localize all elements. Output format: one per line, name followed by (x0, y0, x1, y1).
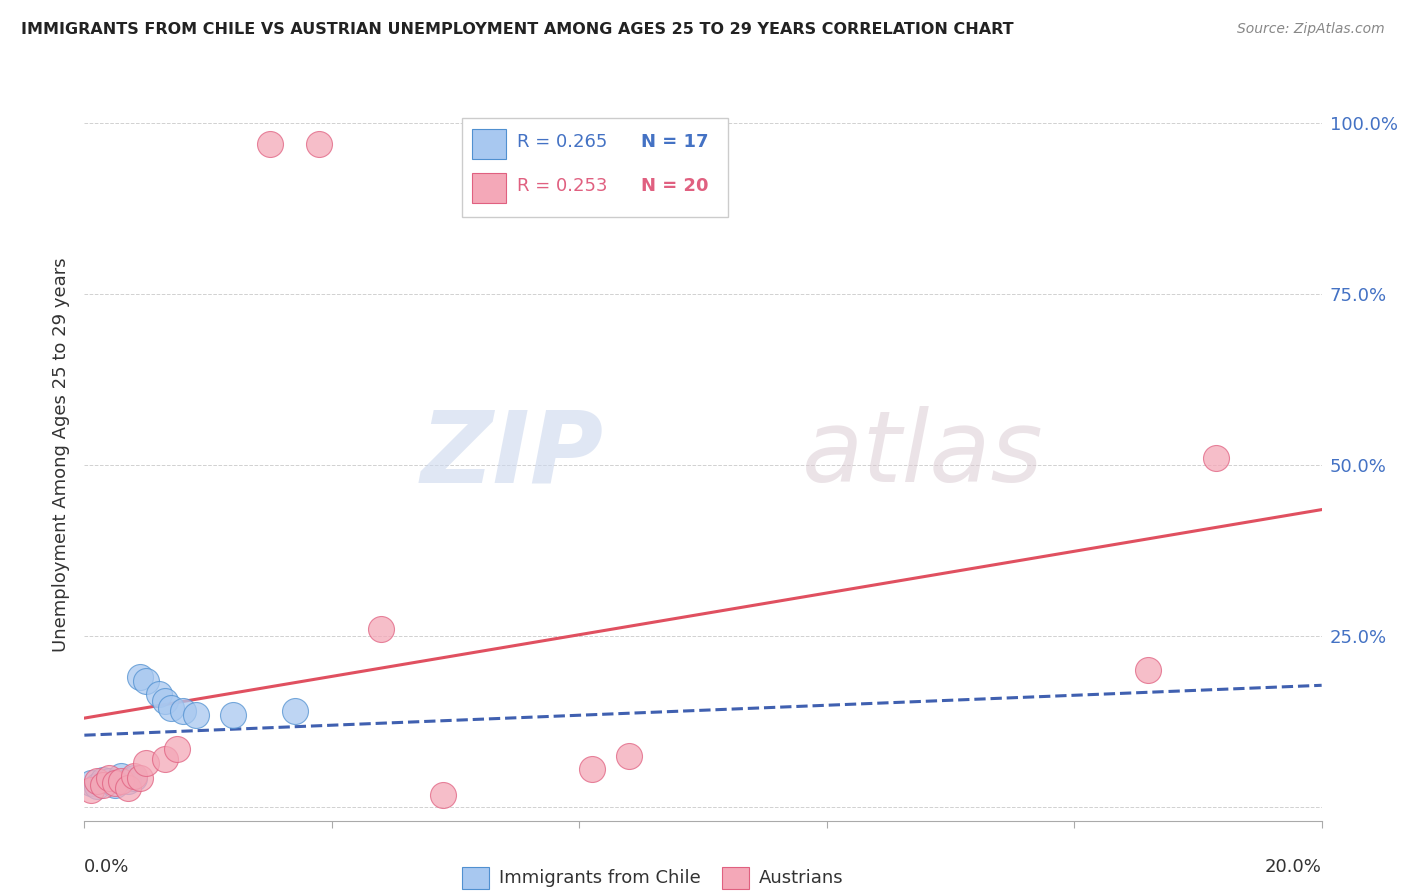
Point (86, 774, 108, 789)
Point (117, 780, 139, 795)
Point (432, 788, 454, 802)
Text: R = 0.253: R = 0.253 (517, 177, 607, 194)
Point (135, 756, 157, 770)
Point (86, 780, 108, 794)
Point (222, 707, 245, 722)
Text: Immigrants from Chile: Immigrants from Chile (499, 869, 700, 887)
Point (581, 763, 603, 777)
FancyBboxPatch shape (721, 867, 749, 888)
Point (91, 778, 114, 792)
Text: Source: ZipAtlas.com: Source: ZipAtlas.com (1237, 22, 1385, 37)
FancyBboxPatch shape (461, 867, 489, 888)
Point (172, 704, 194, 718)
Point (617, 748, 640, 763)
Text: atlas: atlas (801, 407, 1043, 503)
Point (308, 136, 330, 151)
Point (184, 707, 207, 722)
Text: IMMIGRANTS FROM CHILE VS AUSTRIAN UNEMPLOYMENT AMONG AGES 25 TO 29 YEARS CORRELA: IMMIGRANTS FROM CHILE VS AUSTRIAN UNEMPL… (21, 22, 1014, 37)
Text: R = 0.265: R = 0.265 (517, 133, 607, 151)
Point (259, 136, 281, 151)
Point (110, 774, 132, 789)
Text: Austrians: Austrians (759, 869, 844, 887)
Point (148, 687, 170, 701)
Point (284, 704, 307, 718)
Point (98, 774, 121, 789)
Text: 20.0%: 20.0% (1265, 858, 1322, 876)
Text: ZIP: ZIP (420, 407, 605, 503)
Point (1137, 663, 1160, 677)
Point (166, 742, 188, 756)
Point (370, 622, 392, 636)
Point (1205, 451, 1227, 466)
Point (110, 769, 132, 783)
Point (91, 772, 114, 787)
Point (153, 752, 176, 766)
Y-axis label: Unemployment Among Ages 25 to 29 years: Unemployment Among Ages 25 to 29 years (52, 258, 70, 652)
FancyBboxPatch shape (461, 119, 728, 218)
Text: N = 17: N = 17 (641, 133, 709, 151)
Point (104, 776, 127, 790)
Point (79, 776, 101, 790)
Point (98, 771, 121, 785)
Point (79, 783, 101, 797)
Point (129, 670, 152, 684)
Point (104, 778, 127, 792)
Point (129, 771, 152, 785)
FancyBboxPatch shape (471, 129, 506, 159)
Point (153, 694, 176, 708)
Point (160, 701, 183, 715)
Point (122, 769, 145, 783)
Point (135, 673, 157, 688)
Point (122, 771, 145, 785)
Text: 0.0%: 0.0% (84, 858, 129, 876)
FancyBboxPatch shape (471, 173, 506, 202)
Text: N = 20: N = 20 (641, 177, 709, 194)
Point (117, 774, 139, 789)
